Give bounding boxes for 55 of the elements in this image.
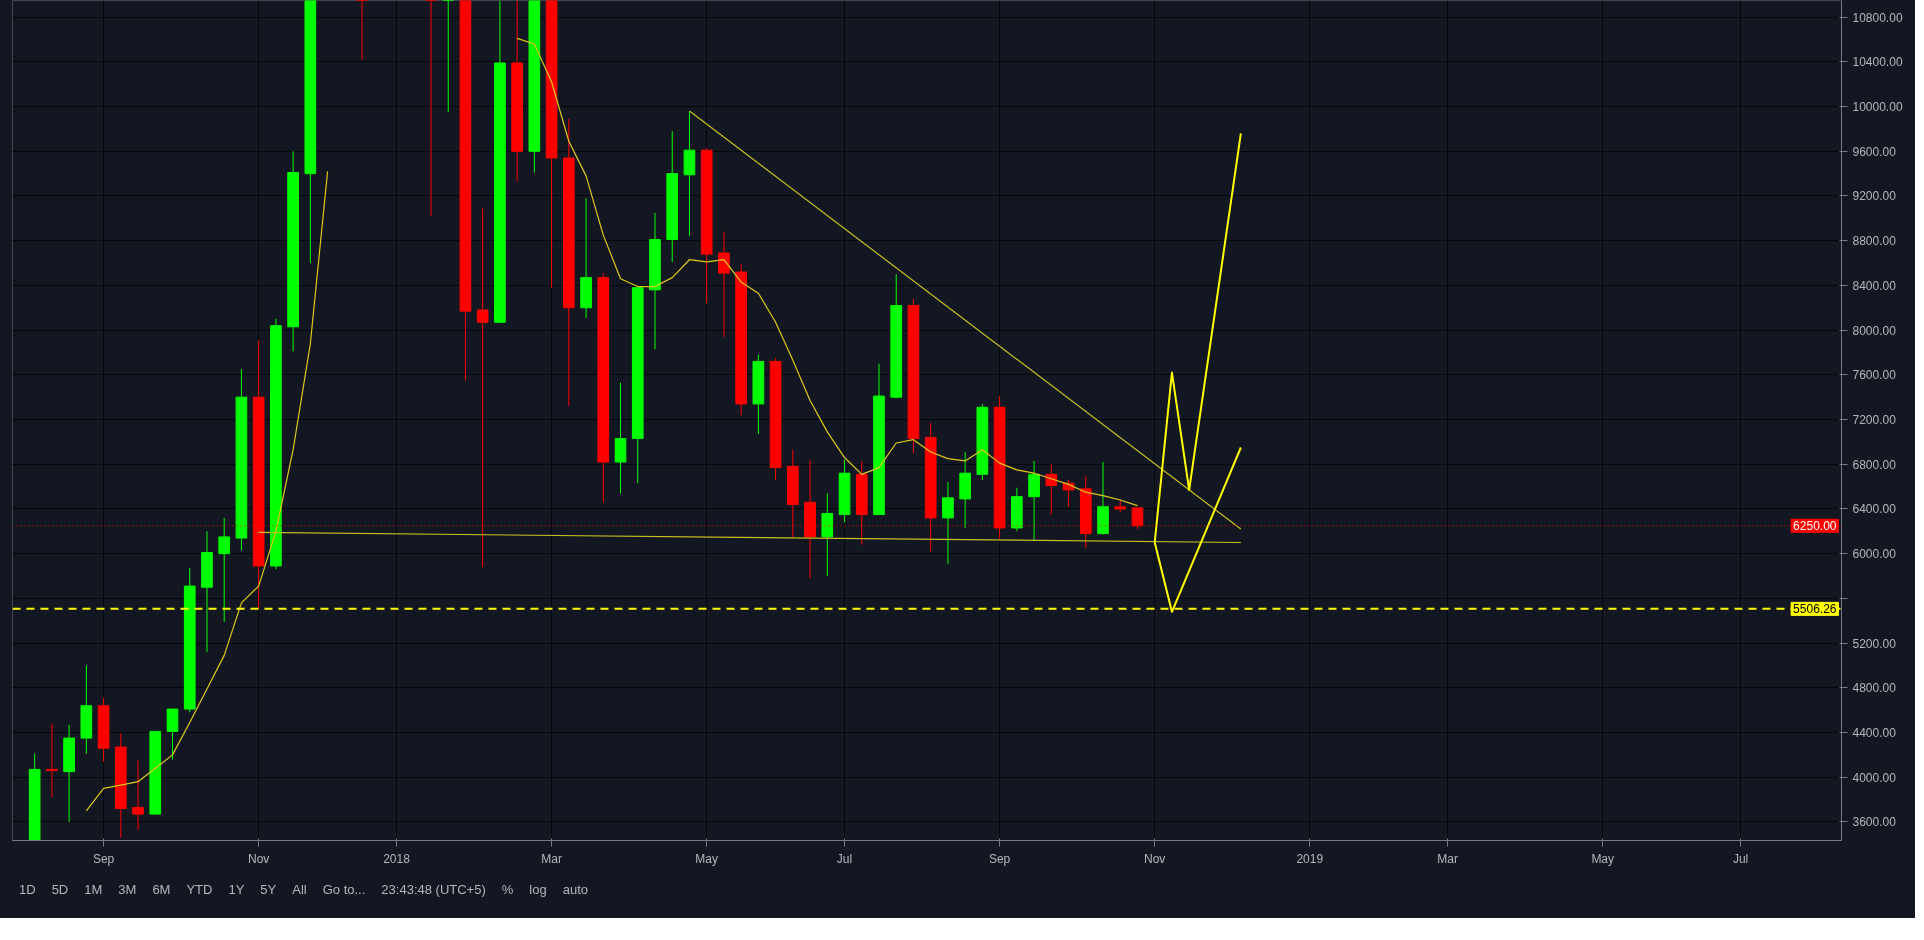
- text: 5Y: [260, 882, 277, 897]
- candlestick: [218, 517, 231, 623]
- text: All: [292, 882, 307, 897]
- candlestick: [614, 382, 627, 494]
- y-tick-label: 7200.00: [1852, 413, 1897, 428]
- text: Go to...: [322, 882, 366, 897]
- x-tick-label: 2018: [383, 851, 411, 866]
- candlestick: [46, 723, 58, 798]
- x-tick-label: May: [695, 851, 719, 866]
- x-tick-label: Jul: [1732, 851, 1749, 866]
- candlestick: [942, 481, 954, 565]
- x-tick-label: May: [1591, 851, 1615, 866]
- text: log: [529, 882, 547, 897]
- x-tick-label: Mar: [541, 851, 562, 866]
- ref-line-label: 6250.00: [1793, 519, 1837, 534]
- candlestick: [1028, 460, 1040, 541]
- x-tick-label: Mar: [1437, 851, 1458, 866]
- candlestick: [132, 759, 144, 831]
- y-tick-label: 4400.00: [1852, 726, 1897, 741]
- y-tick-label: 8000.00: [1852, 323, 1897, 338]
- text: auto: [562, 882, 588, 897]
- y-tick-label: 10400.00: [1852, 55, 1903, 70]
- candlestick: [166, 708, 179, 760]
- x-tick-label: Jul: [836, 851, 853, 866]
- text: 5D: [51, 882, 69, 897]
- candlestick: [821, 492, 834, 577]
- text: 1Y: [228, 882, 245, 897]
- text: 3M: [118, 882, 137, 897]
- text: 23:43:48 (UTC+5): [381, 882, 486, 897]
- ref-line-label: 5506.26: [1793, 602, 1837, 617]
- text: %: [501, 882, 514, 897]
- y-tick-label: 10800.00: [1852, 10, 1903, 25]
- y-tick-label: 5200.00: [1852, 636, 1897, 651]
- x-tick-label: Nov: [247, 851, 270, 866]
- y-tick-label: 6000.00: [1852, 547, 1897, 562]
- y-tick-label: 9600.00: [1852, 144, 1897, 159]
- candlestick: [718, 231, 730, 338]
- y-tick-label: 9200.00: [1852, 189, 1897, 204]
- y-tick-label: 6400.00: [1852, 502, 1897, 517]
- y-tick-label: 8800.00: [1852, 234, 1897, 249]
- text: 1D: [19, 882, 36, 897]
- x-tick-label: Nov: [1144, 851, 1166, 866]
- x-tick-label: Sep: [92, 851, 115, 866]
- y-tick-label: 4000.00: [1852, 770, 1897, 785]
- y-tick-label: 8400.00: [1852, 278, 1897, 293]
- x-tick-label: Sep: [988, 851, 1011, 866]
- text: 6M: [152, 882, 171, 897]
- y-tick-label: 10000.00: [1852, 100, 1903, 115]
- text: 1M: [84, 882, 103, 897]
- text: YTD: [186, 882, 213, 897]
- x-tick-label: 2019: [1296, 851, 1324, 866]
- y-tick-label: 7600.00: [1852, 368, 1897, 383]
- y-tick-label: 4800.00: [1852, 681, 1897, 696]
- y-tick-label: 3600.00: [1852, 815, 1897, 830]
- y-tick-label: 6800.00: [1852, 457, 1897, 472]
